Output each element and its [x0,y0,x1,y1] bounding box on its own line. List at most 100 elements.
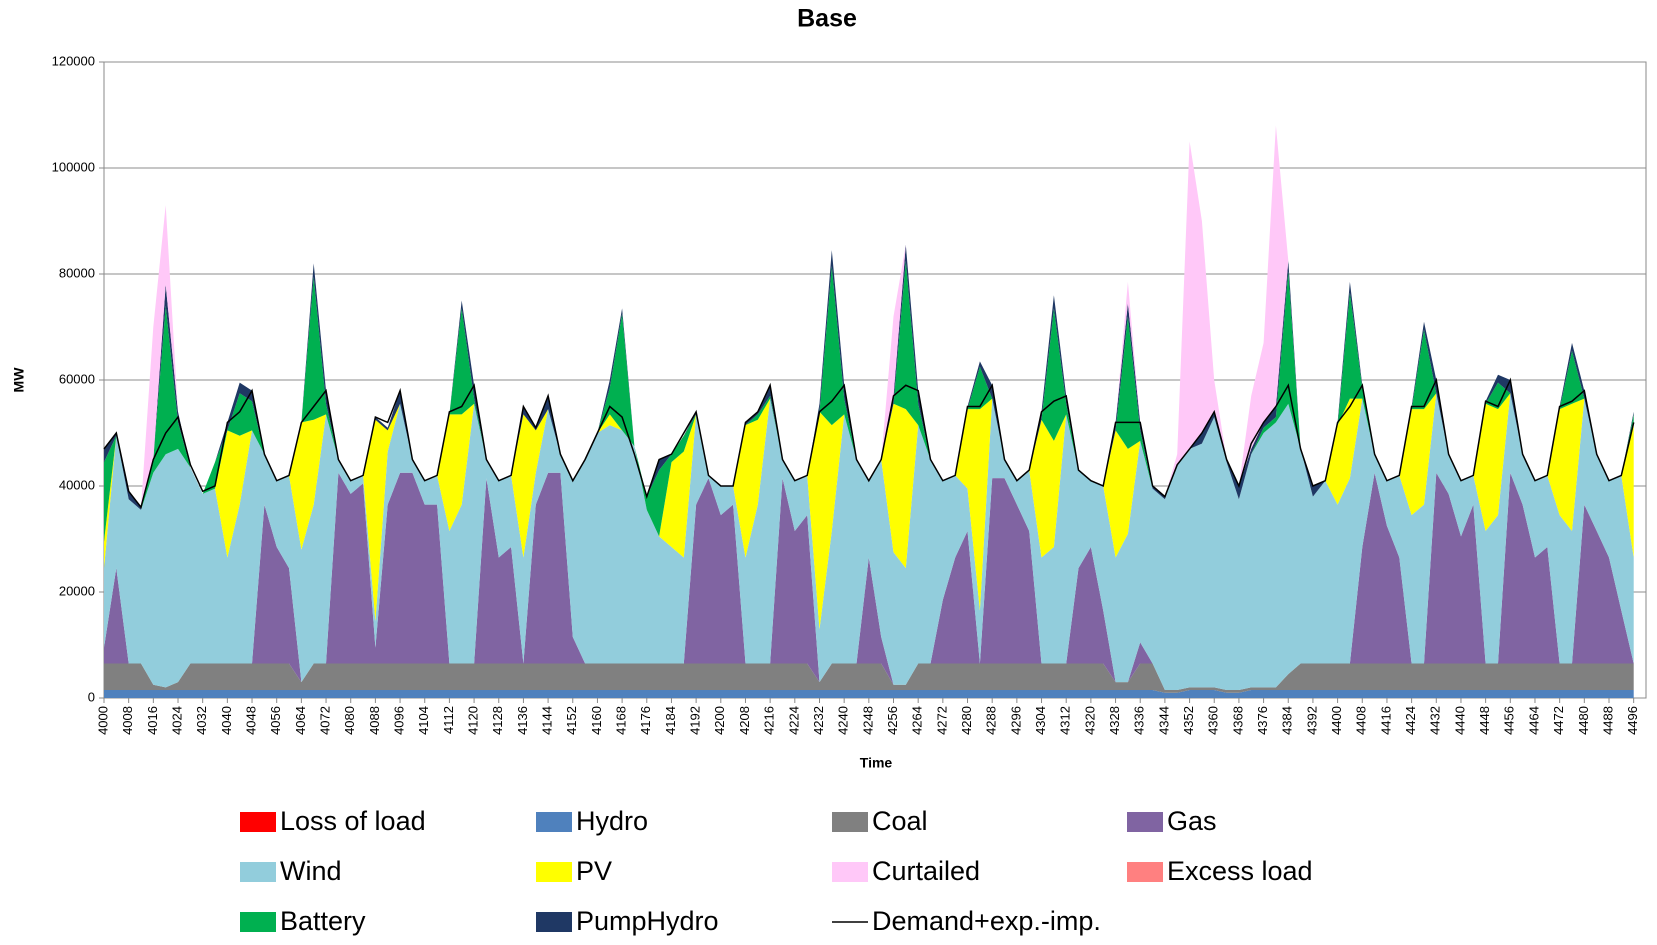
legend-swatch [240,862,276,882]
legend-swatch [240,812,276,832]
x-tick-label: 4192 [688,706,703,735]
legend-label: Battery [280,906,366,936]
x-axis-label: Time [860,755,893,771]
x-tick-label: 4032 [194,706,209,735]
y-axis-label: MW [11,367,27,393]
legend-label: Coal [872,806,928,836]
x-tick-label: 4048 [243,706,258,735]
x-tick-label: 4376 [1255,706,1270,735]
area-2 [104,663,1634,693]
x-tick-label: 4448 [1477,706,1492,735]
x-tick-label: 4416 [1378,706,1393,735]
legend-label: Demand+exp.-imp. [872,906,1101,936]
area-6 [104,125,1634,508]
legend-item: Wind [240,856,342,886]
x-tick-label: 4136 [515,706,530,735]
x-tick-label: 4344 [1156,706,1171,735]
x-tick-label: 4496 [1625,706,1640,735]
x-tick-label: 4008 [120,706,135,735]
x-tick-label: 4144 [540,706,555,735]
x-tick-label: 4096 [392,706,407,735]
x-tick-label: 4312 [1058,706,1073,735]
x-tick-label: 4384 [1280,706,1295,735]
y-tick-label: 0 [88,689,95,704]
legend-item: Demand+exp.-imp. [832,906,1101,936]
area-3 [104,472,1634,690]
x-tick-label: 4248 [860,706,875,735]
x-tick-label: 4272 [934,706,949,735]
x-tick-label: 4120 [466,706,481,735]
x-tick-label: 4256 [885,706,900,735]
x-tick-label: 4400 [1329,706,1344,735]
legend-item: PumpHydro [536,906,719,936]
x-tick-label: 4168 [614,706,629,735]
x-tick-label: 4296 [1008,706,1023,735]
x-tick-label: 4440 [1452,706,1467,735]
legend-swatch [1127,812,1163,832]
legend-swatch [832,812,868,832]
demand-line [103,377,1635,509]
x-tick-label: 4432 [1428,706,1443,735]
legend-label: Loss of load [280,806,426,836]
x-tick-label: 4128 [490,706,505,735]
legend-label: PV [576,856,612,886]
x-tick-label: 4360 [1206,706,1221,735]
area-1 [104,690,1634,698]
x-tick-label: 4328 [1107,706,1122,735]
legend-swatch [536,862,572,882]
x-tick-label: 4208 [737,706,752,735]
legend-item: Coal [832,806,928,836]
legend-item: PV [536,856,612,886]
legend-label: Gas [1167,806,1217,836]
x-tick-label: 4232 [811,706,826,735]
y-tick-label: 80000 [59,265,95,280]
x-tick-label: 4040 [219,706,234,735]
y-tick-label: 40000 [59,477,95,492]
x-tick-label: 4456 [1502,706,1517,735]
x-tick-label: 4368 [1230,706,1245,735]
area-4 [104,393,1634,690]
legend-item: Curtailed [832,856,980,886]
x-tick-label: 4064 [293,706,308,735]
x-tick-label: 4472 [1551,706,1566,735]
x-tick-label: 4488 [1600,706,1615,735]
legend-item: Gas [1127,806,1217,836]
x-tick-label: 4184 [663,706,678,735]
x-tick-label: 4024 [169,706,184,735]
x-tick-label: 4464 [1526,706,1541,735]
x-tick-label: 4072 [317,706,332,735]
legend-label: Hydro [576,806,648,836]
chart-title: Base [797,5,857,33]
x-tick-label: 4016 [145,706,160,735]
legend-swatch [536,912,572,932]
x-tick-label: 4160 [589,706,604,735]
y-tick-label: 100000 [52,159,95,174]
legend-label: Excess load [1167,856,1313,886]
legend-label: Wind [280,856,342,886]
x-tick-label: 4424 [1403,706,1418,735]
legend-item: Battery [240,906,366,936]
legend-item: Hydro [536,806,648,836]
x-tick-label: 4240 [836,706,851,735]
legend-item: Excess load [1127,856,1313,886]
y-tick-label: 60000 [59,371,95,386]
x-tick-label: 4320 [1082,706,1097,735]
legend-label: Curtailed [872,856,980,886]
x-tick-label: 4264 [910,706,925,735]
x-tick-label: 4000 [95,706,110,735]
x-tick-label: 4176 [638,706,653,735]
x-tick-label: 4152 [564,706,579,735]
legend-swatch [832,862,868,882]
x-tick-label: 4392 [1304,706,1319,735]
x-tick-label: 4104 [416,706,431,735]
x-tick-label: 4224 [786,706,801,735]
legend-swatch [1127,862,1163,882]
x-tick-label: 4336 [1132,706,1147,735]
legend-swatch [536,812,572,832]
x-tick-label: 4280 [959,706,974,735]
x-tick-label: 4080 [342,706,357,735]
x-tick-label: 4088 [367,706,382,735]
legend-swatch [240,912,276,932]
x-tick-label: 4216 [762,706,777,735]
x-tick-label: 4408 [1354,706,1369,735]
